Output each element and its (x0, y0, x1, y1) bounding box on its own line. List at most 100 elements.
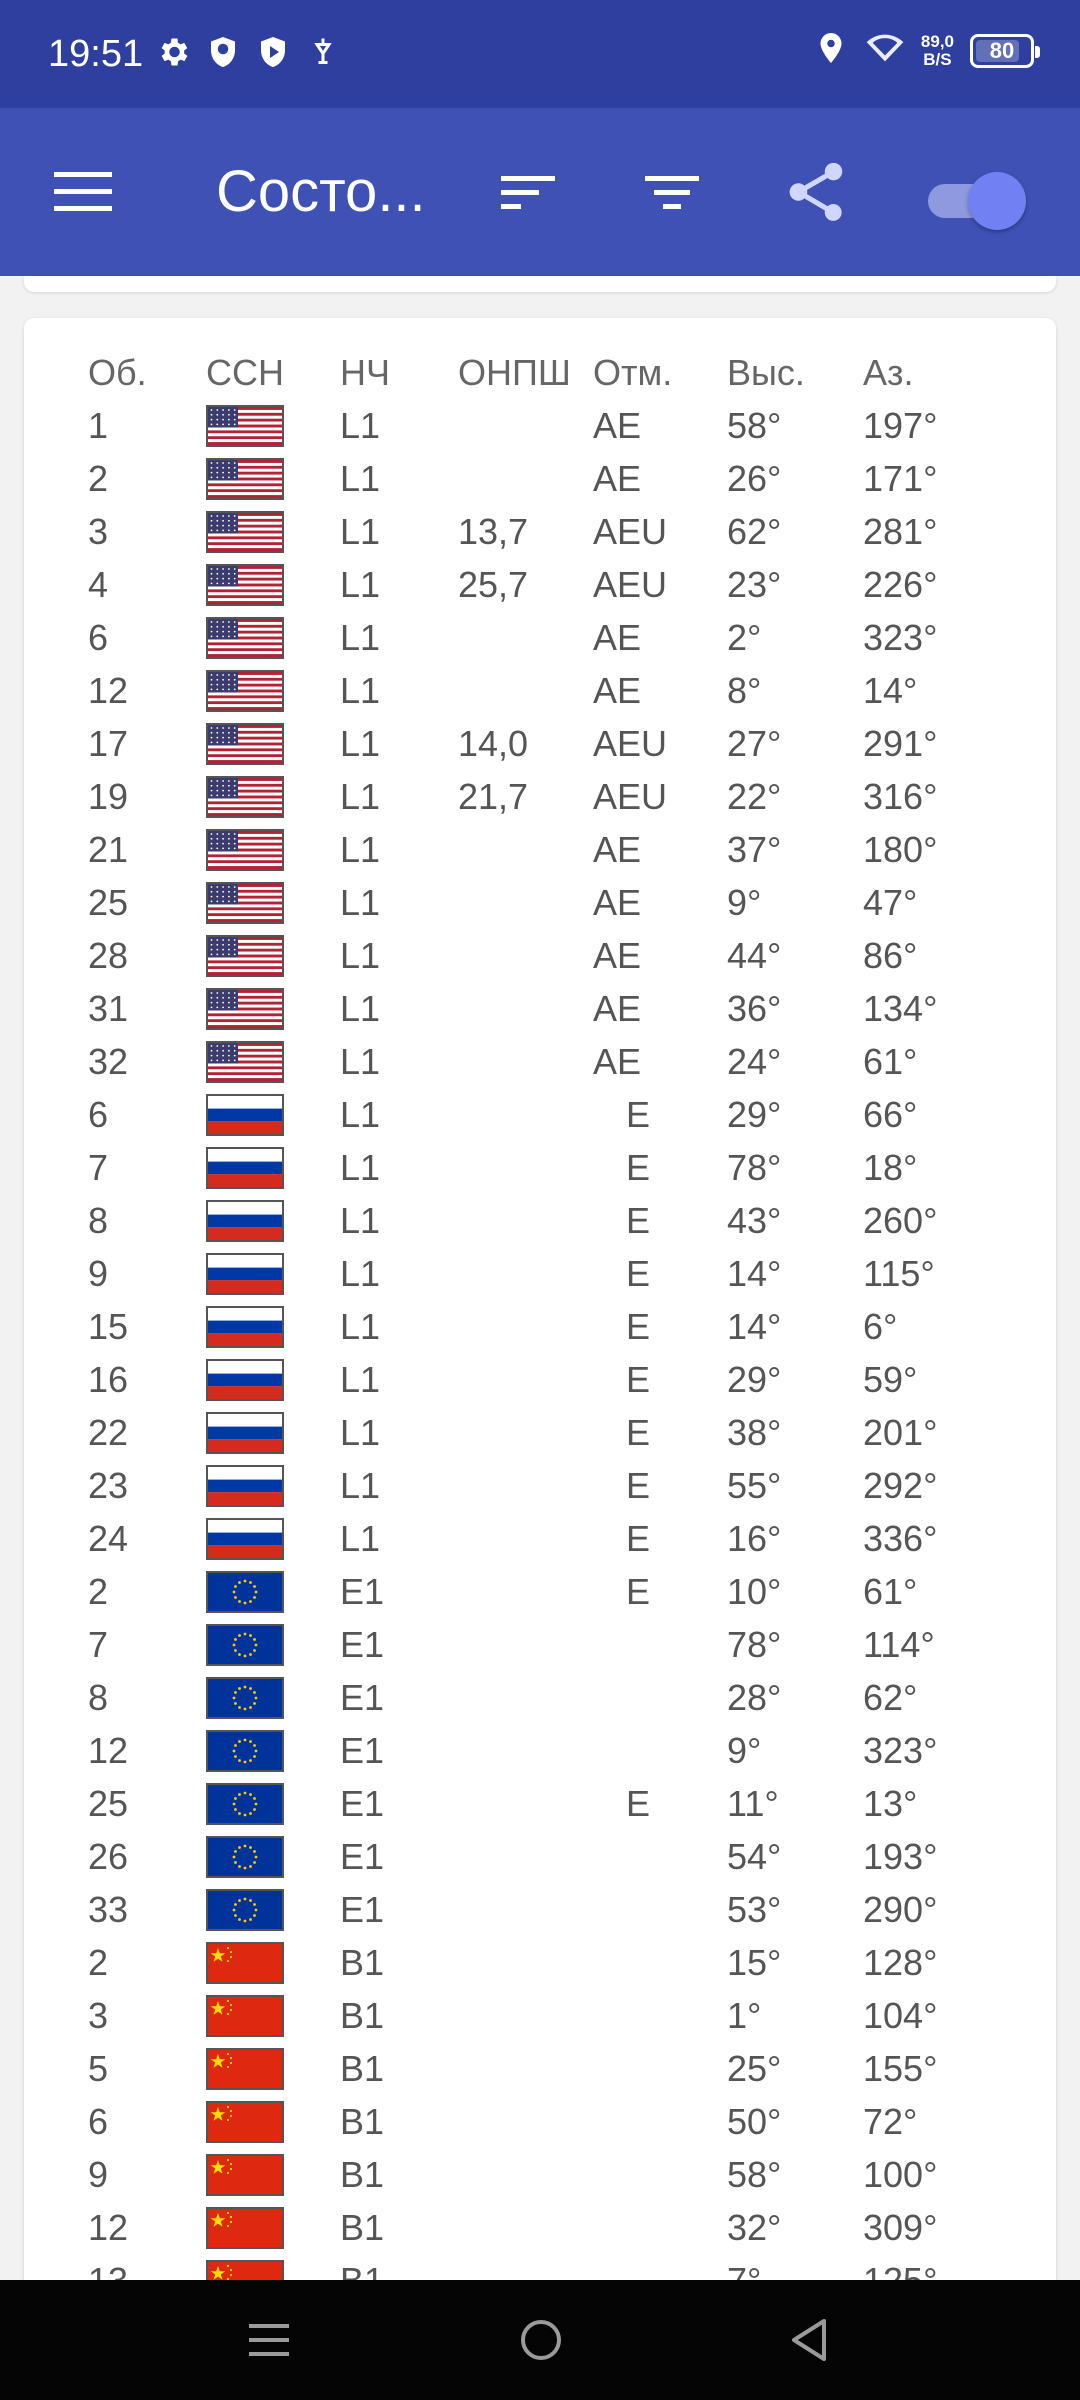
recents-button[interactable] (224, 2300, 314, 2380)
table-row: 31 L1 AE 36° 134° (24, 982, 1056, 1035)
us-flag-icon (206, 617, 284, 659)
table-row: 6 L1 AE 2° 323° (24, 611, 1056, 664)
elevation-value: 29° (727, 1359, 782, 1400)
russia-flag-icon (206, 1359, 284, 1401)
frequency-band: L1 (340, 405, 381, 446)
status-flags: AEU (593, 511, 668, 552)
azimuth-value: 128° (863, 1942, 938, 1983)
table-header: Об. ССН НЧ ОНПШ Отм. Выс. Аз. (24, 346, 1056, 399)
elevation-value: 37° (727, 829, 782, 870)
satellite-id: 6 (88, 617, 109, 658)
china-flag-icon (206, 2101, 284, 2143)
sort-button[interactable] (492, 160, 564, 224)
elevation-value: 25° (727, 2048, 782, 2089)
status-flags: E (625, 1783, 650, 1824)
satellite-id: 2 (88, 458, 109, 499)
table-row: 7 L1 E 78° 18° (24, 1141, 1056, 1194)
table-row: 9 L1 E 14° 115° (24, 1247, 1056, 1300)
share-icon (789, 162, 843, 221)
table-row: 9 B1 58° 100° (24, 2148, 1056, 2201)
us-flag-icon (206, 988, 284, 1030)
satellite-id: 21 (88, 829, 129, 870)
status-flags: AEU (593, 776, 668, 817)
frequency-band: L1 (340, 458, 381, 499)
eu-flag-icon (206, 1677, 284, 1719)
satellite-id: 3 (88, 511, 109, 552)
frequency-band: L1 (340, 723, 381, 764)
satellite-id: 28 (88, 935, 129, 976)
us-flag-icon (206, 511, 284, 553)
status-flags: AEU (593, 723, 668, 764)
battery-fill (976, 39, 1019, 62)
snr-value: 13,7 (458, 511, 529, 552)
azimuth-value: 316° (863, 776, 938, 817)
elevation-value: 22° (727, 776, 782, 817)
share-button[interactable] (780, 160, 852, 224)
satellite-id: 4 (88, 564, 109, 605)
table-row: 12 B1 32° 309° (24, 2201, 1056, 2254)
status-flags: AE (593, 617, 642, 658)
shield-icon (205, 34, 241, 75)
us-flag-icon (206, 1041, 284, 1083)
frequency-band: L1 (340, 882, 381, 923)
us-flag-icon (206, 935, 284, 977)
us-flag-icon (206, 458, 284, 500)
azimuth-value: 18° (863, 1147, 918, 1188)
russia-flag-icon (206, 1200, 284, 1242)
eu-flag-icon (206, 1889, 284, 1931)
table-row: 1 L1 AE 58° 197° (24, 399, 1056, 452)
table-row: 12 E1 9° 323° (24, 1724, 1056, 1777)
azimuth-value: 309° (863, 2207, 938, 2248)
frequency-band: L1 (340, 1200, 381, 1241)
home-icon (521, 2320, 561, 2360)
frequency-band: L1 (340, 935, 381, 976)
header-id: Об. (88, 352, 147, 393)
elevation-value: 24° (727, 1041, 782, 1082)
network-speed: 89,0 B/S (921, 32, 954, 69)
menu-icon (54, 172, 112, 211)
table-row: 19 L1 21,7 AEU 22° 316° (24, 770, 1056, 823)
satellite-id: 12 (88, 1730, 129, 1771)
russia-flag-icon (206, 1412, 284, 1454)
eu-flag-icon (206, 1571, 284, 1613)
table-row: 21 L1 AE 37° 180° (24, 823, 1056, 876)
russia-flag-icon (206, 1306, 284, 1348)
battery-level: 80 (989, 37, 1015, 63)
elevation-value: 26° (727, 458, 782, 499)
elevation-value: 29° (727, 1094, 782, 1135)
satellite-id: 17 (88, 723, 129, 764)
frequency-band: L1 (340, 511, 381, 552)
table-row: 25 E1 E 11° 13° (24, 1777, 1056, 1830)
satellite-id: 16 (88, 1359, 129, 1400)
elevation-value: 44° (727, 935, 782, 976)
snr-value: 21,7 (458, 776, 529, 817)
battery-indicator: 80 (970, 33, 1040, 68)
elevation-value: 38° (727, 1412, 782, 1453)
frequency-band: L1 (340, 829, 381, 870)
azimuth-value: 292° (863, 1465, 938, 1506)
frequency-band: L1 (340, 617, 381, 658)
status-flags: E (625, 1518, 650, 1559)
china-flag-icon (206, 1995, 284, 2037)
russia-flag-icon (206, 1518, 284, 1560)
elevation-value: 11° (727, 1783, 779, 1824)
visibility-toggle[interactable] (924, 170, 1026, 230)
menu-button[interactable] (44, 160, 124, 224)
azimuth-value: 155° (863, 2048, 938, 2089)
back-button[interactable] (764, 2300, 854, 2380)
elevation-value: 54° (727, 1836, 782, 1877)
elevation-value: 62° (727, 511, 782, 552)
elevation-value: 58° (727, 2154, 782, 2195)
home-button[interactable] (496, 2300, 586, 2380)
table-row: 16 L1 E 29° 59° (24, 1353, 1056, 1406)
frequency-band: E1 (340, 1624, 385, 1665)
azimuth-value: 13° (863, 1783, 918, 1824)
header-constellation: ССН (206, 352, 284, 393)
frequency-band: L1 (340, 564, 381, 605)
elevation-value: 53° (727, 1889, 782, 1930)
elevation-value: 14° (727, 1306, 782, 1347)
filter-button[interactable] (636, 160, 708, 224)
satellite-id: 32 (88, 1041, 129, 1082)
toggle-thumb (968, 172, 1026, 230)
frequency-band: E1 (340, 1677, 385, 1718)
